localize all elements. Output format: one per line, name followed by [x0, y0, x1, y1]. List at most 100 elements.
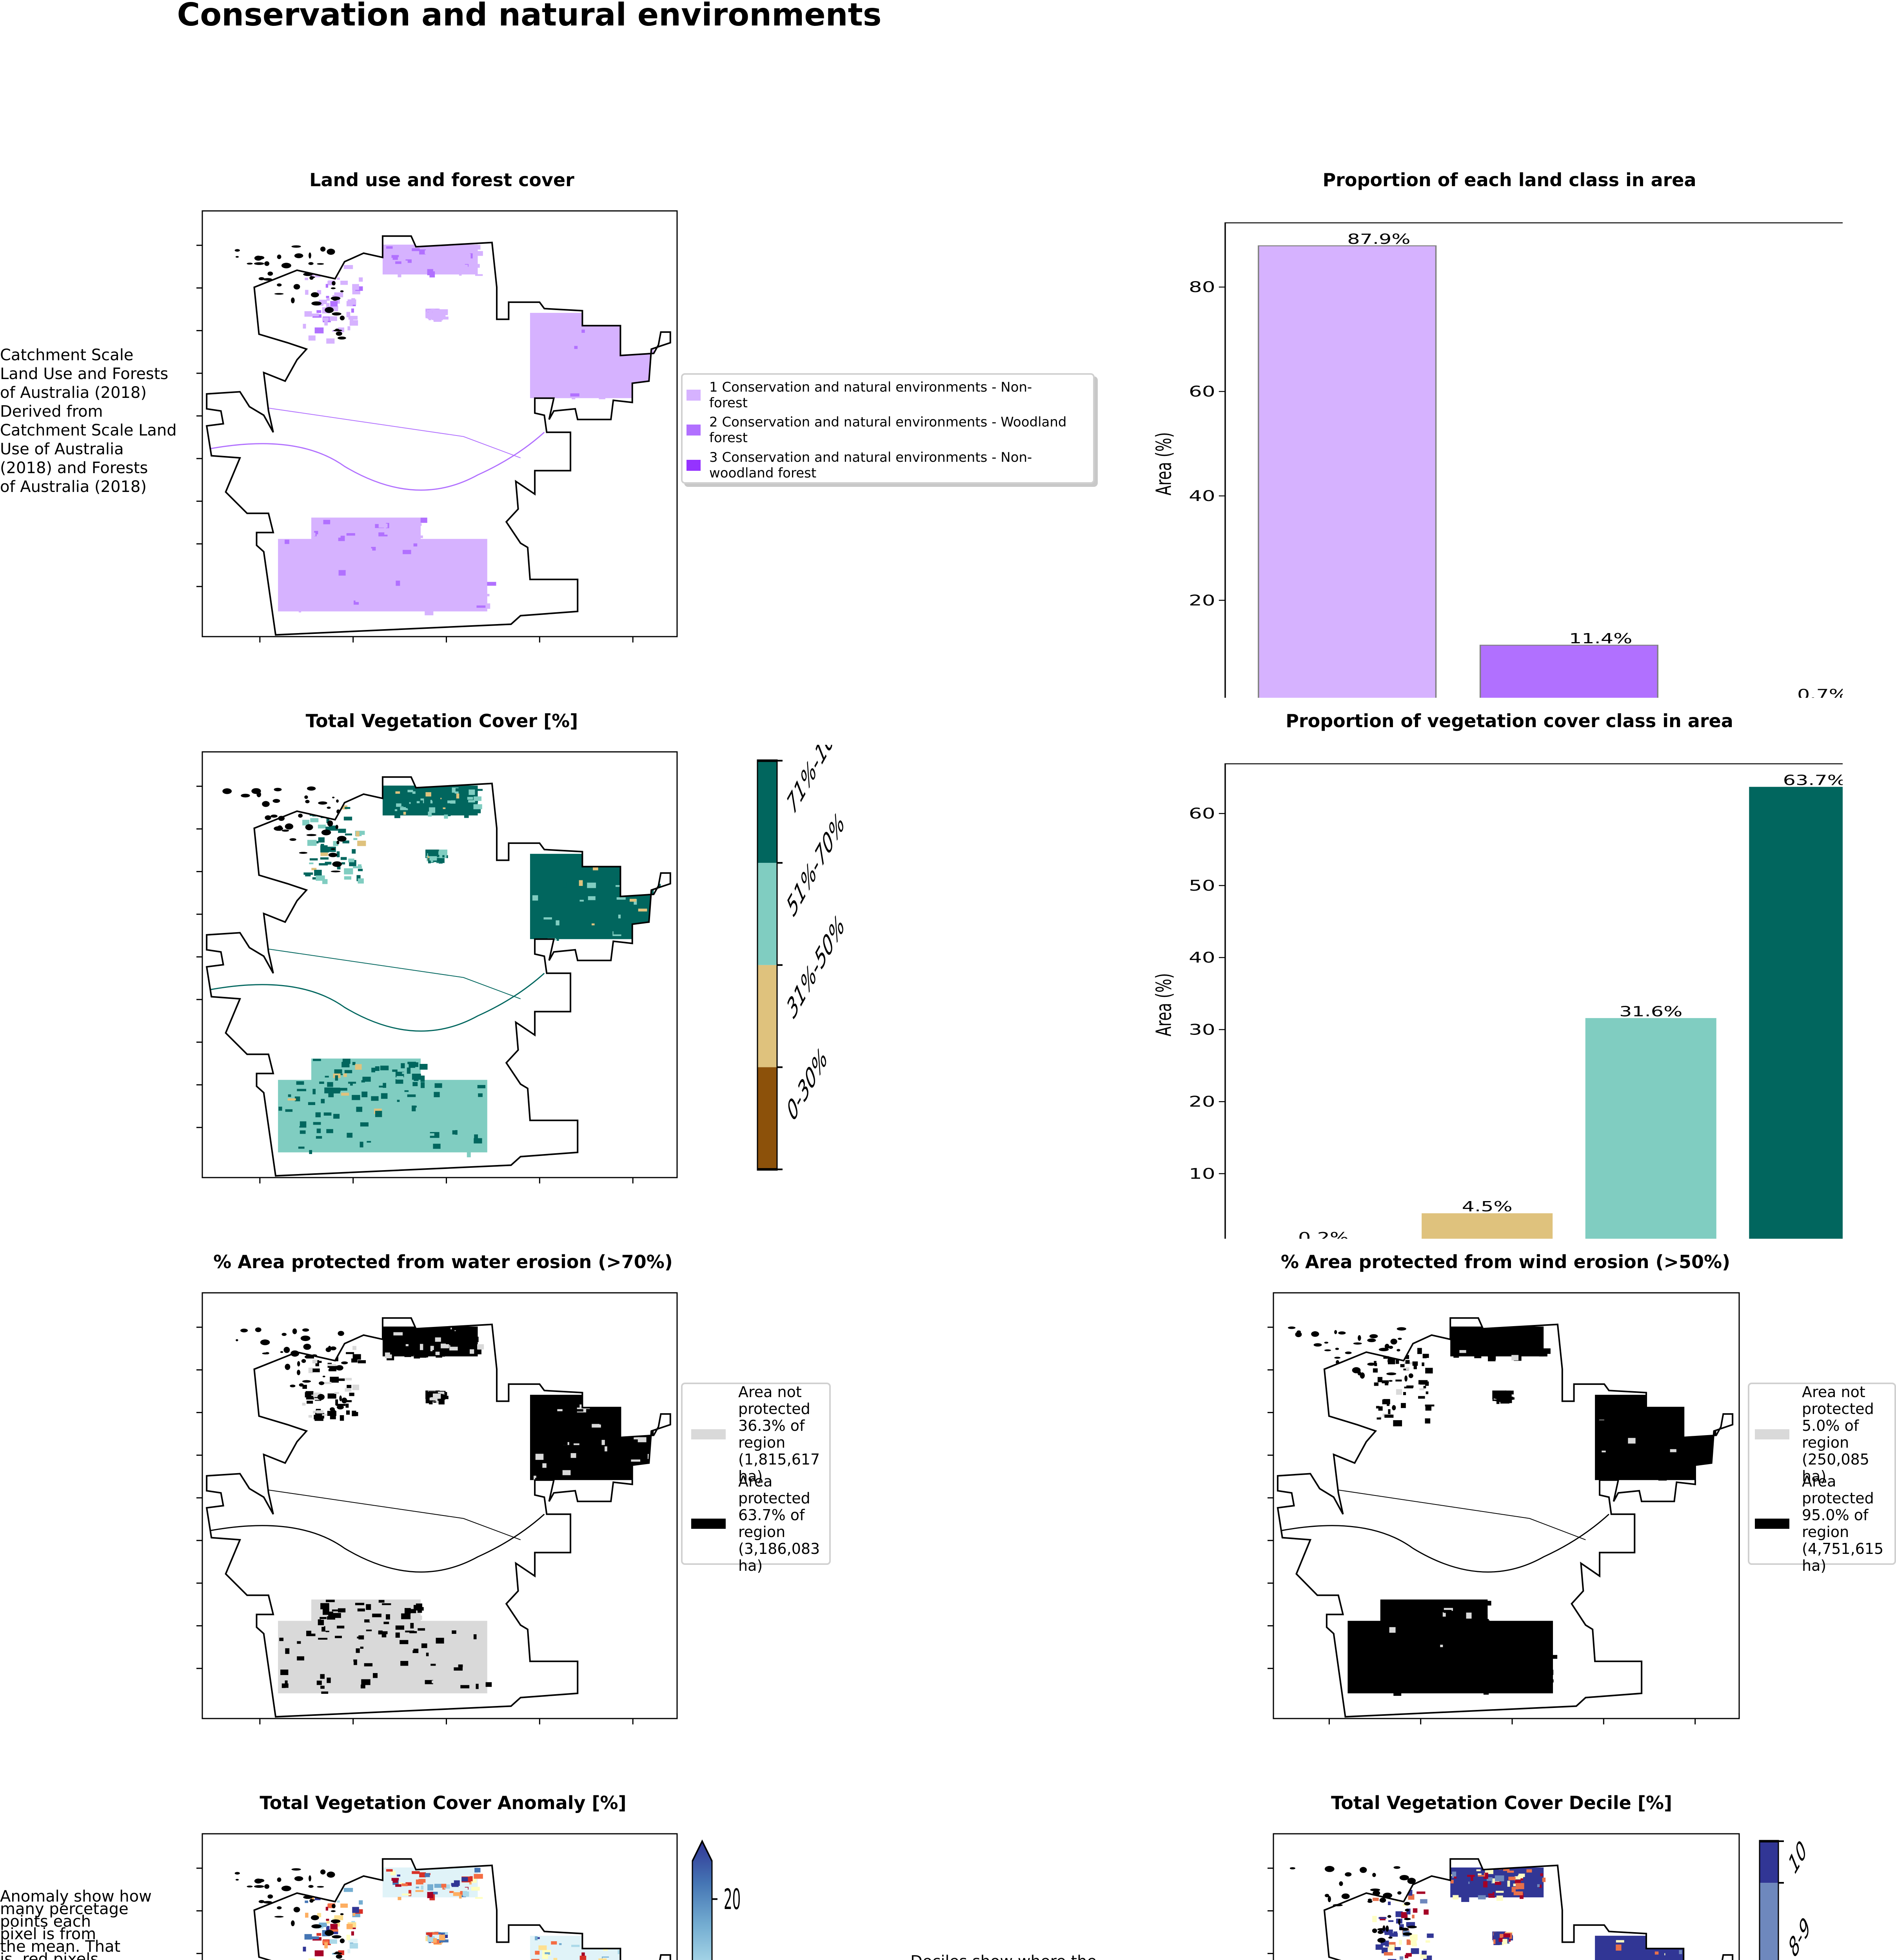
map-pixel [1427, 1933, 1434, 1938]
bar-value-label: 63.7% [1783, 772, 1843, 788]
map-pixel [1406, 1922, 1415, 1927]
lake [264, 261, 270, 266]
map-pixel [467, 797, 473, 800]
map-pixel [1417, 1348, 1422, 1354]
anomaly-map [196, 1833, 678, 1960]
map-pixel [1480, 1629, 1489, 1633]
colorbar-frame [757, 759, 778, 1171]
map-pixel [431, 1932, 439, 1935]
map-pixel [572, 397, 576, 399]
map-pixel [1534, 1884, 1537, 1889]
map-pixel [594, 385, 599, 388]
map-pixel [358, 869, 363, 871]
map-pixel [348, 858, 354, 862]
map-pixel [473, 578, 480, 584]
map-pixel [316, 1128, 321, 1133]
map-pixel [594, 857, 600, 863]
chart-plot-group: 0.2%4.5%31.6%63.7%01020304050600-30%31%-… [1151, 763, 1843, 1239]
map-pixel [1669, 1461, 1673, 1464]
map-pixel [463, 1128, 469, 1131]
lake [1372, 1928, 1377, 1933]
map-pixel [1477, 1335, 1486, 1341]
map-pixel [432, 796, 439, 801]
map-pixel [450, 1342, 458, 1347]
map-pixel [462, 1891, 469, 1896]
map-pixel [318, 1638, 328, 1640]
map-pixel [1378, 1406, 1383, 1411]
lake [339, 1395, 342, 1401]
map-pixel [336, 1090, 341, 1092]
map-pixel [304, 1934, 312, 1940]
map-pixel [336, 1404, 346, 1406]
map-pixel [359, 1900, 363, 1905]
lake [272, 799, 280, 803]
map-data-layer [1277, 1327, 1723, 1696]
map-pixel [426, 1652, 429, 1657]
map-pixel [323, 1608, 329, 1615]
map-pixel [452, 1130, 457, 1135]
map-pixel [427, 313, 435, 319]
map-pixel [1485, 1869, 1493, 1874]
map-pixel [1711, 1946, 1719, 1950]
map-pixel [477, 1344, 484, 1350]
map-pixel [400, 533, 405, 537]
map-pixel [633, 872, 639, 878]
map-pixel [373, 1673, 378, 1678]
map-pixel [598, 335, 607, 341]
map-pixel [1687, 1454, 1695, 1457]
map-pixel [340, 1903, 348, 1908]
map-pixel [579, 333, 587, 337]
map-pixel [324, 270, 333, 274]
map-pixel [629, 898, 636, 902]
map-pixel [583, 388, 587, 393]
map-pixel [360, 1142, 363, 1148]
map-pixel [406, 532, 413, 535]
map-pixel [409, 1064, 416, 1068]
map-pixel [458, 1664, 463, 1668]
map-pixel [1411, 1948, 1419, 1954]
map-pixel [1607, 1956, 1611, 1960]
lake [241, 793, 250, 798]
map-pixel [443, 261, 450, 266]
lake [337, 336, 346, 340]
lake [285, 823, 294, 830]
map-pixel [315, 1112, 321, 1118]
lake [1324, 1341, 1329, 1344]
map-pixel [609, 1440, 612, 1445]
map-pixel [534, 1408, 539, 1410]
map-pixel [1458, 1336, 1467, 1338]
map-pixel [613, 929, 623, 935]
map-pixel [278, 1107, 282, 1111]
legend-label: Area not protected 5.0% of region (250,0… [1802, 1383, 1874, 1485]
lake [277, 1877, 281, 1882]
map-pixel [1524, 1342, 1528, 1348]
map-pixel [1616, 1944, 1622, 1951]
map-pixel [320, 852, 328, 856]
map-pixel [334, 1069, 342, 1074]
map-pixel [337, 1886, 340, 1891]
map-pixel [459, 271, 462, 276]
map-pixel [311, 273, 314, 278]
map-pixel [308, 335, 316, 341]
map-pixel [570, 1453, 576, 1458]
map-pixel [486, 603, 490, 609]
lake [1367, 1363, 1376, 1366]
map-pixel [393, 1613, 397, 1618]
map-data-layer [302, 1867, 663, 1960]
map-pixel [1604, 1450, 1613, 1454]
map-pixel [402, 796, 409, 800]
map-pixel [1478, 1873, 1482, 1875]
map-pixel [1440, 1644, 1443, 1647]
map-pixel [345, 1388, 352, 1392]
map-pixel [1602, 1937, 1610, 1940]
lake [320, 247, 326, 252]
map-svg [1268, 1833, 1740, 1960]
map-pixel [418, 1879, 426, 1883]
map-pixel [353, 1659, 357, 1665]
map-pixel [346, 1924, 353, 1929]
map-pixel [593, 364, 597, 367]
map-pixel [1616, 1418, 1621, 1423]
map-pixel [438, 1399, 445, 1405]
map-pixel [347, 326, 351, 330]
map-pixel [407, 1067, 411, 1074]
